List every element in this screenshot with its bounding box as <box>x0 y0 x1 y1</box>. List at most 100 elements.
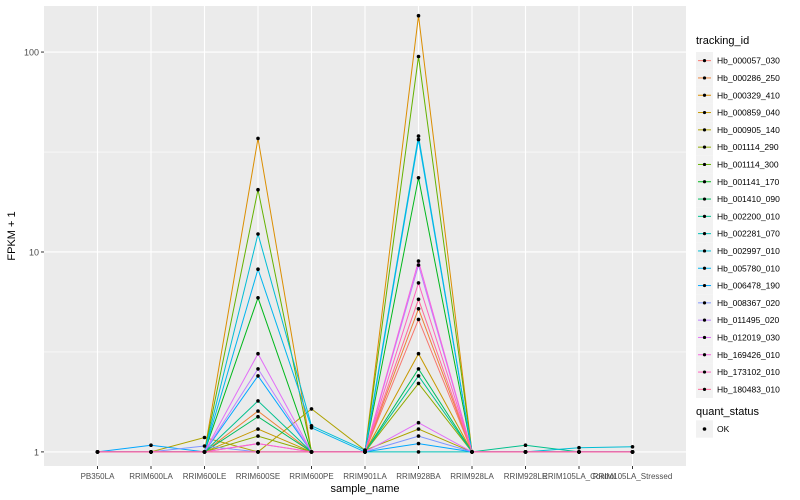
legend-label: Hb_012019_030 <box>717 332 780 342</box>
data-point <box>256 374 260 378</box>
data-point <box>95 450 100 454</box>
legend-key-point <box>702 93 707 97</box>
grid-lines <box>44 6 686 466</box>
data-point <box>416 374 421 378</box>
legend-label: Hb_001410_090 <box>717 194 780 204</box>
data-point <box>630 445 635 449</box>
legend-key-point <box>702 197 707 201</box>
legend-key-point <box>702 387 707 391</box>
data-point <box>309 450 314 454</box>
data-point <box>416 281 421 285</box>
data-point <box>202 450 207 454</box>
x-tick-label: RRIM928BA <box>396 472 441 481</box>
x-axis: PB350LA RRIM600LA RRIM600LE RRIM600SE RRIM60… <box>81 466 673 481</box>
x-tick-label: RRIM928LA <box>450 472 494 481</box>
data-point <box>577 445 581 450</box>
y-tick-label: 1 <box>34 447 39 457</box>
data-point <box>256 450 260 454</box>
legend-key-point <box>702 232 707 236</box>
legend-label: Hb_002997_010 <box>717 246 780 256</box>
x-tick-label: RRIM600LE <box>183 472 227 481</box>
legend-key-point <box>702 249 707 253</box>
data-point <box>416 420 421 425</box>
data-point <box>256 409 260 413</box>
legend-status-label: OK <box>717 424 730 434</box>
data-point <box>309 407 314 411</box>
legend-items: Hb_000057_030 Hb_000286_250 Hb_000329_410 H… <box>696 52 780 398</box>
legend-key-point <box>702 128 707 132</box>
legend-label: Hb_008367_020 <box>717 298 780 308</box>
y-tick-label: 100 <box>24 48 39 58</box>
data-point <box>416 307 421 311</box>
data-point <box>416 427 421 431</box>
legend-key-point <box>702 162 707 167</box>
data-point <box>202 435 207 440</box>
x-tick-label: PB350LA <box>81 472 115 481</box>
data-point <box>309 426 314 430</box>
legend-key-point <box>702 335 707 340</box>
data-point <box>363 450 367 454</box>
data-point <box>416 54 421 59</box>
legend-label: Hb_001114_290 <box>717 142 779 152</box>
legend: tracking_id Hb_000057_030 Hb_000286_250 Hb… <box>696 35 780 438</box>
data-point <box>470 450 474 454</box>
data-point <box>256 434 260 438</box>
legend-status-items: OK <box>696 420 730 438</box>
y-tick-label: 10 <box>29 247 39 257</box>
legend-label: Hb_011495_020 <box>717 315 780 325</box>
x-axis-title: sample_name <box>330 483 399 495</box>
y-axis: 1 10 100 <box>24 48 44 457</box>
data-point <box>256 399 260 403</box>
legend-label: Hb_006478_190 <box>717 281 780 291</box>
x-tick-label: RRIM901LA <box>343 472 387 481</box>
legend-label: Hb_173102_010 <box>717 367 780 377</box>
legend-label: Hb_169426_010 <box>717 350 780 360</box>
data-point <box>416 263 421 267</box>
legend-label: Hb_000286_250 <box>717 73 780 83</box>
legend-key-point <box>702 180 707 184</box>
data-point <box>256 187 260 192</box>
data-point <box>416 351 421 356</box>
data-point <box>416 434 421 438</box>
legend-title: tracking_id <box>696 35 749 47</box>
legend-key-point <box>702 301 707 305</box>
legend-key-point <box>702 145 707 149</box>
legend-label: Hb_005780_010 <box>717 263 780 273</box>
data-point <box>256 296 260 300</box>
legend-key-point <box>702 266 707 270</box>
legend-status-title: quant_status <box>696 406 759 418</box>
legend-status-point <box>702 427 707 431</box>
y-axis-title: FPKM + 1 <box>6 211 18 260</box>
x-tick-label: RRIM600PE <box>289 472 333 481</box>
data-point <box>416 450 421 454</box>
data-point <box>523 450 528 454</box>
legend-label: Hb_180483_010 <box>717 384 780 394</box>
data-series <box>95 13 635 454</box>
legend-key-point <box>702 214 707 218</box>
legend-key-point <box>702 283 707 288</box>
x-tick-label: RRIM105LA_Stressed <box>593 472 673 481</box>
data-point <box>256 367 260 371</box>
legend-label: Hb_000859_040 <box>717 108 780 118</box>
data-point <box>256 427 260 431</box>
data-point <box>256 351 260 356</box>
data-point <box>416 317 421 322</box>
x-tick-label: RRIM928LE <box>504 472 548 481</box>
data-point <box>630 450 635 454</box>
data-point <box>149 443 153 448</box>
data-point <box>577 450 581 454</box>
data-point <box>256 232 260 236</box>
legend-label: Hb_002200_010 <box>717 211 780 221</box>
data-point <box>256 414 260 419</box>
data-point <box>416 134 421 138</box>
x-tick-label: RRIM105LA_Control <box>542 472 616 481</box>
x-tick-label: RRIM600LA <box>129 472 173 481</box>
data-point <box>416 367 421 371</box>
legend-key-point <box>702 110 707 115</box>
data-point <box>149 450 153 454</box>
legend-label: Hb_001141_170 <box>717 177 780 187</box>
legend-label: Hb_001114_300 <box>717 159 779 169</box>
legend-label: Hb_000057_030 <box>717 56 780 66</box>
legend-label: Hb_000905_140 <box>717 125 780 135</box>
data-point <box>202 444 207 448</box>
